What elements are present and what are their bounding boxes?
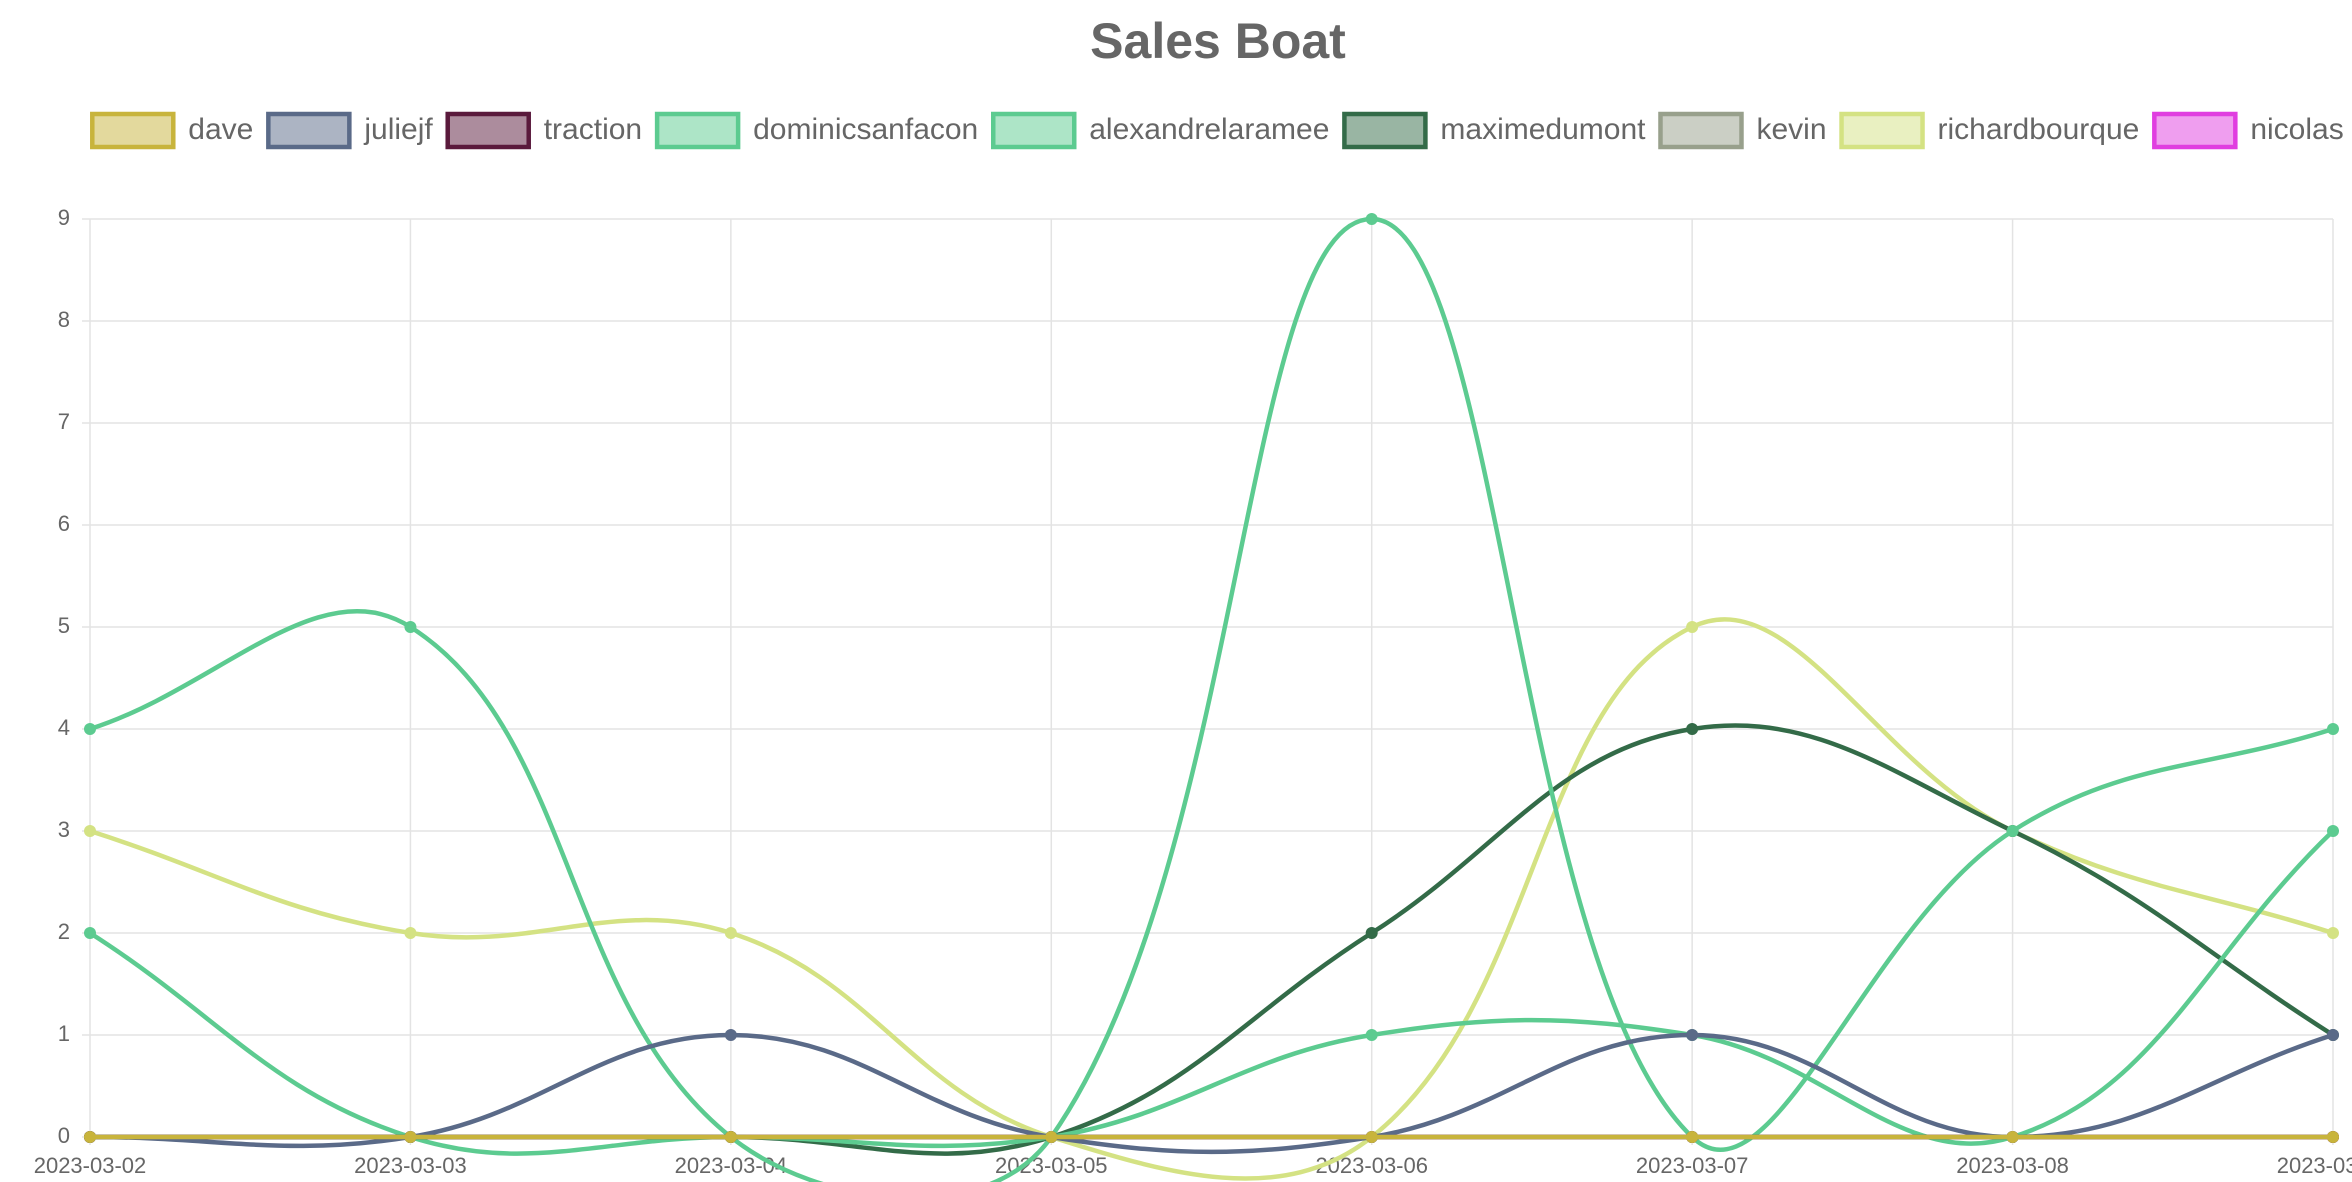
data-point xyxy=(1365,1131,1378,1143)
data-point xyxy=(724,1029,737,1041)
legend-swatch xyxy=(266,111,352,150)
y-tick-label: 0 xyxy=(58,1123,70,1148)
x-tick-label: 2023-03-03 xyxy=(354,1153,467,1178)
data-point xyxy=(2006,825,2019,837)
y-tick-label: 2 xyxy=(58,919,70,944)
x-tick-label: 2023-03-06 xyxy=(1315,1153,1428,1178)
data-point xyxy=(1686,621,1699,633)
y-tick-label: 5 xyxy=(58,613,70,638)
legend-label: alexandrelaramee xyxy=(1089,113,1329,146)
data-point xyxy=(1686,1131,1699,1143)
data-point xyxy=(1686,723,1699,735)
data-point xyxy=(84,723,96,735)
x-tick-label: 2023-03-02 xyxy=(34,1153,147,1178)
y-tick-label: 4 xyxy=(58,715,70,740)
legend-swatch xyxy=(991,111,1077,150)
legend-label: kevin xyxy=(1756,113,1826,146)
y-tick-label: 1 xyxy=(58,1021,70,1046)
data-point xyxy=(1045,1131,1058,1143)
x-tick-label: 2023-03-09 xyxy=(2277,1153,2352,1178)
legend-swatch xyxy=(90,111,176,150)
data-line xyxy=(89,723,2335,1156)
x-tick-label: 2023-03-07 xyxy=(1636,1153,1749,1178)
data-line xyxy=(89,216,2334,1182)
legend-item: traction xyxy=(445,111,642,150)
legend-item: maximedumont xyxy=(1342,111,1646,150)
legend-label: juliejf xyxy=(363,113,433,146)
legend-label: dominicsanfacon xyxy=(753,113,978,146)
legend-swatch xyxy=(1658,111,1744,150)
legend-item: dominicsanfacon xyxy=(654,111,978,150)
data-point xyxy=(2327,825,2339,837)
data-point xyxy=(84,825,96,837)
legend-label: traction xyxy=(544,113,642,146)
data-point xyxy=(1365,1029,1378,1041)
data-point xyxy=(724,927,737,939)
legend-item: kevin xyxy=(1658,111,1827,150)
legend-label: richardbourque xyxy=(1938,113,2140,146)
legend-swatch xyxy=(654,111,741,150)
data-point xyxy=(1365,927,1378,939)
data-point xyxy=(1686,1029,1699,1041)
legend-swatch xyxy=(1342,111,1428,150)
data-point xyxy=(724,1131,737,1143)
legend-item: alexandrelaramee xyxy=(991,111,1329,150)
x-tick-label: 2023-03-08 xyxy=(1956,1153,2069,1178)
data-line xyxy=(89,617,2334,1181)
data-point xyxy=(2327,723,2339,735)
legend-item: juliejf xyxy=(266,111,433,150)
legend-label: nicolas xyxy=(2250,113,2343,146)
legend-item: richardbourque xyxy=(1839,111,2140,150)
legend-swatch xyxy=(2152,111,2238,150)
data-line xyxy=(89,1032,2334,1155)
legend-label: dave xyxy=(188,113,253,146)
data-point xyxy=(404,621,417,633)
legend-swatch xyxy=(445,111,531,150)
x-tick-label: 2023-03-04 xyxy=(675,1153,788,1178)
data-point xyxy=(2327,1131,2339,1143)
data-point xyxy=(2327,927,2339,939)
data-line xyxy=(88,829,2335,1156)
chart-title: Sales Boat xyxy=(1090,13,1346,69)
data-point xyxy=(404,927,417,939)
legend-swatch xyxy=(1839,111,1925,150)
data-point xyxy=(2006,1131,2019,1143)
data-point xyxy=(1365,213,1378,225)
legend-item: nicolas xyxy=(2152,111,2344,150)
data-point xyxy=(84,1131,96,1143)
y-tick-label: 7 xyxy=(58,409,70,434)
data-point xyxy=(2327,1029,2339,1041)
legend-label: maximedumont xyxy=(1440,113,1646,146)
data-point xyxy=(404,1131,417,1143)
data-point xyxy=(84,927,96,939)
y-tick-label: 9 xyxy=(58,205,70,230)
y-tick-label: 6 xyxy=(58,511,70,536)
y-tick-label: 8 xyxy=(58,307,70,332)
legend-item: dave xyxy=(90,111,253,150)
y-tick-label: 3 xyxy=(58,817,70,842)
